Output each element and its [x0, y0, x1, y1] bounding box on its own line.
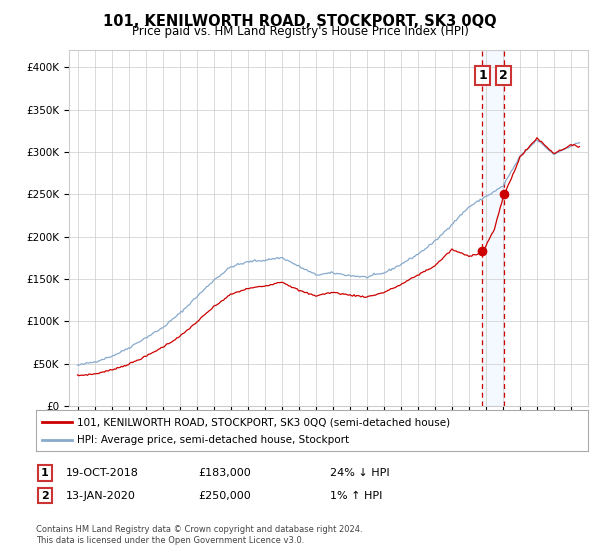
Text: 19-OCT-2018: 19-OCT-2018 — [66, 468, 139, 478]
Text: HPI: Average price, semi-detached house, Stockport: HPI: Average price, semi-detached house,… — [77, 435, 350, 445]
Text: £250,000: £250,000 — [198, 491, 251, 501]
Text: 24% ↓ HPI: 24% ↓ HPI — [330, 468, 389, 478]
Text: 1% ↑ HPI: 1% ↑ HPI — [330, 491, 382, 501]
Bar — [482, 50, 504, 406]
Text: 1: 1 — [478, 69, 487, 82]
Text: £183,000: £183,000 — [198, 468, 251, 478]
Text: 2: 2 — [41, 491, 49, 501]
Text: Contains HM Land Registry data © Crown copyright and database right 2024.
This d: Contains HM Land Registry data © Crown c… — [36, 525, 362, 545]
Text: Price paid vs. HM Land Registry's House Price Index (HPI): Price paid vs. HM Land Registry's House … — [131, 25, 469, 38]
Text: 101, KENILWORTH ROAD, STOCKPORT, SK3 0QQ: 101, KENILWORTH ROAD, STOCKPORT, SK3 0QQ — [103, 14, 497, 29]
Text: 101, KENILWORTH ROAD, STOCKPORT, SK3 0QQ (semi-detached house): 101, KENILWORTH ROAD, STOCKPORT, SK3 0QQ… — [77, 418, 451, 428]
Text: 13-JAN-2020: 13-JAN-2020 — [66, 491, 136, 501]
Text: 2: 2 — [499, 69, 508, 82]
Text: 1: 1 — [41, 468, 49, 478]
